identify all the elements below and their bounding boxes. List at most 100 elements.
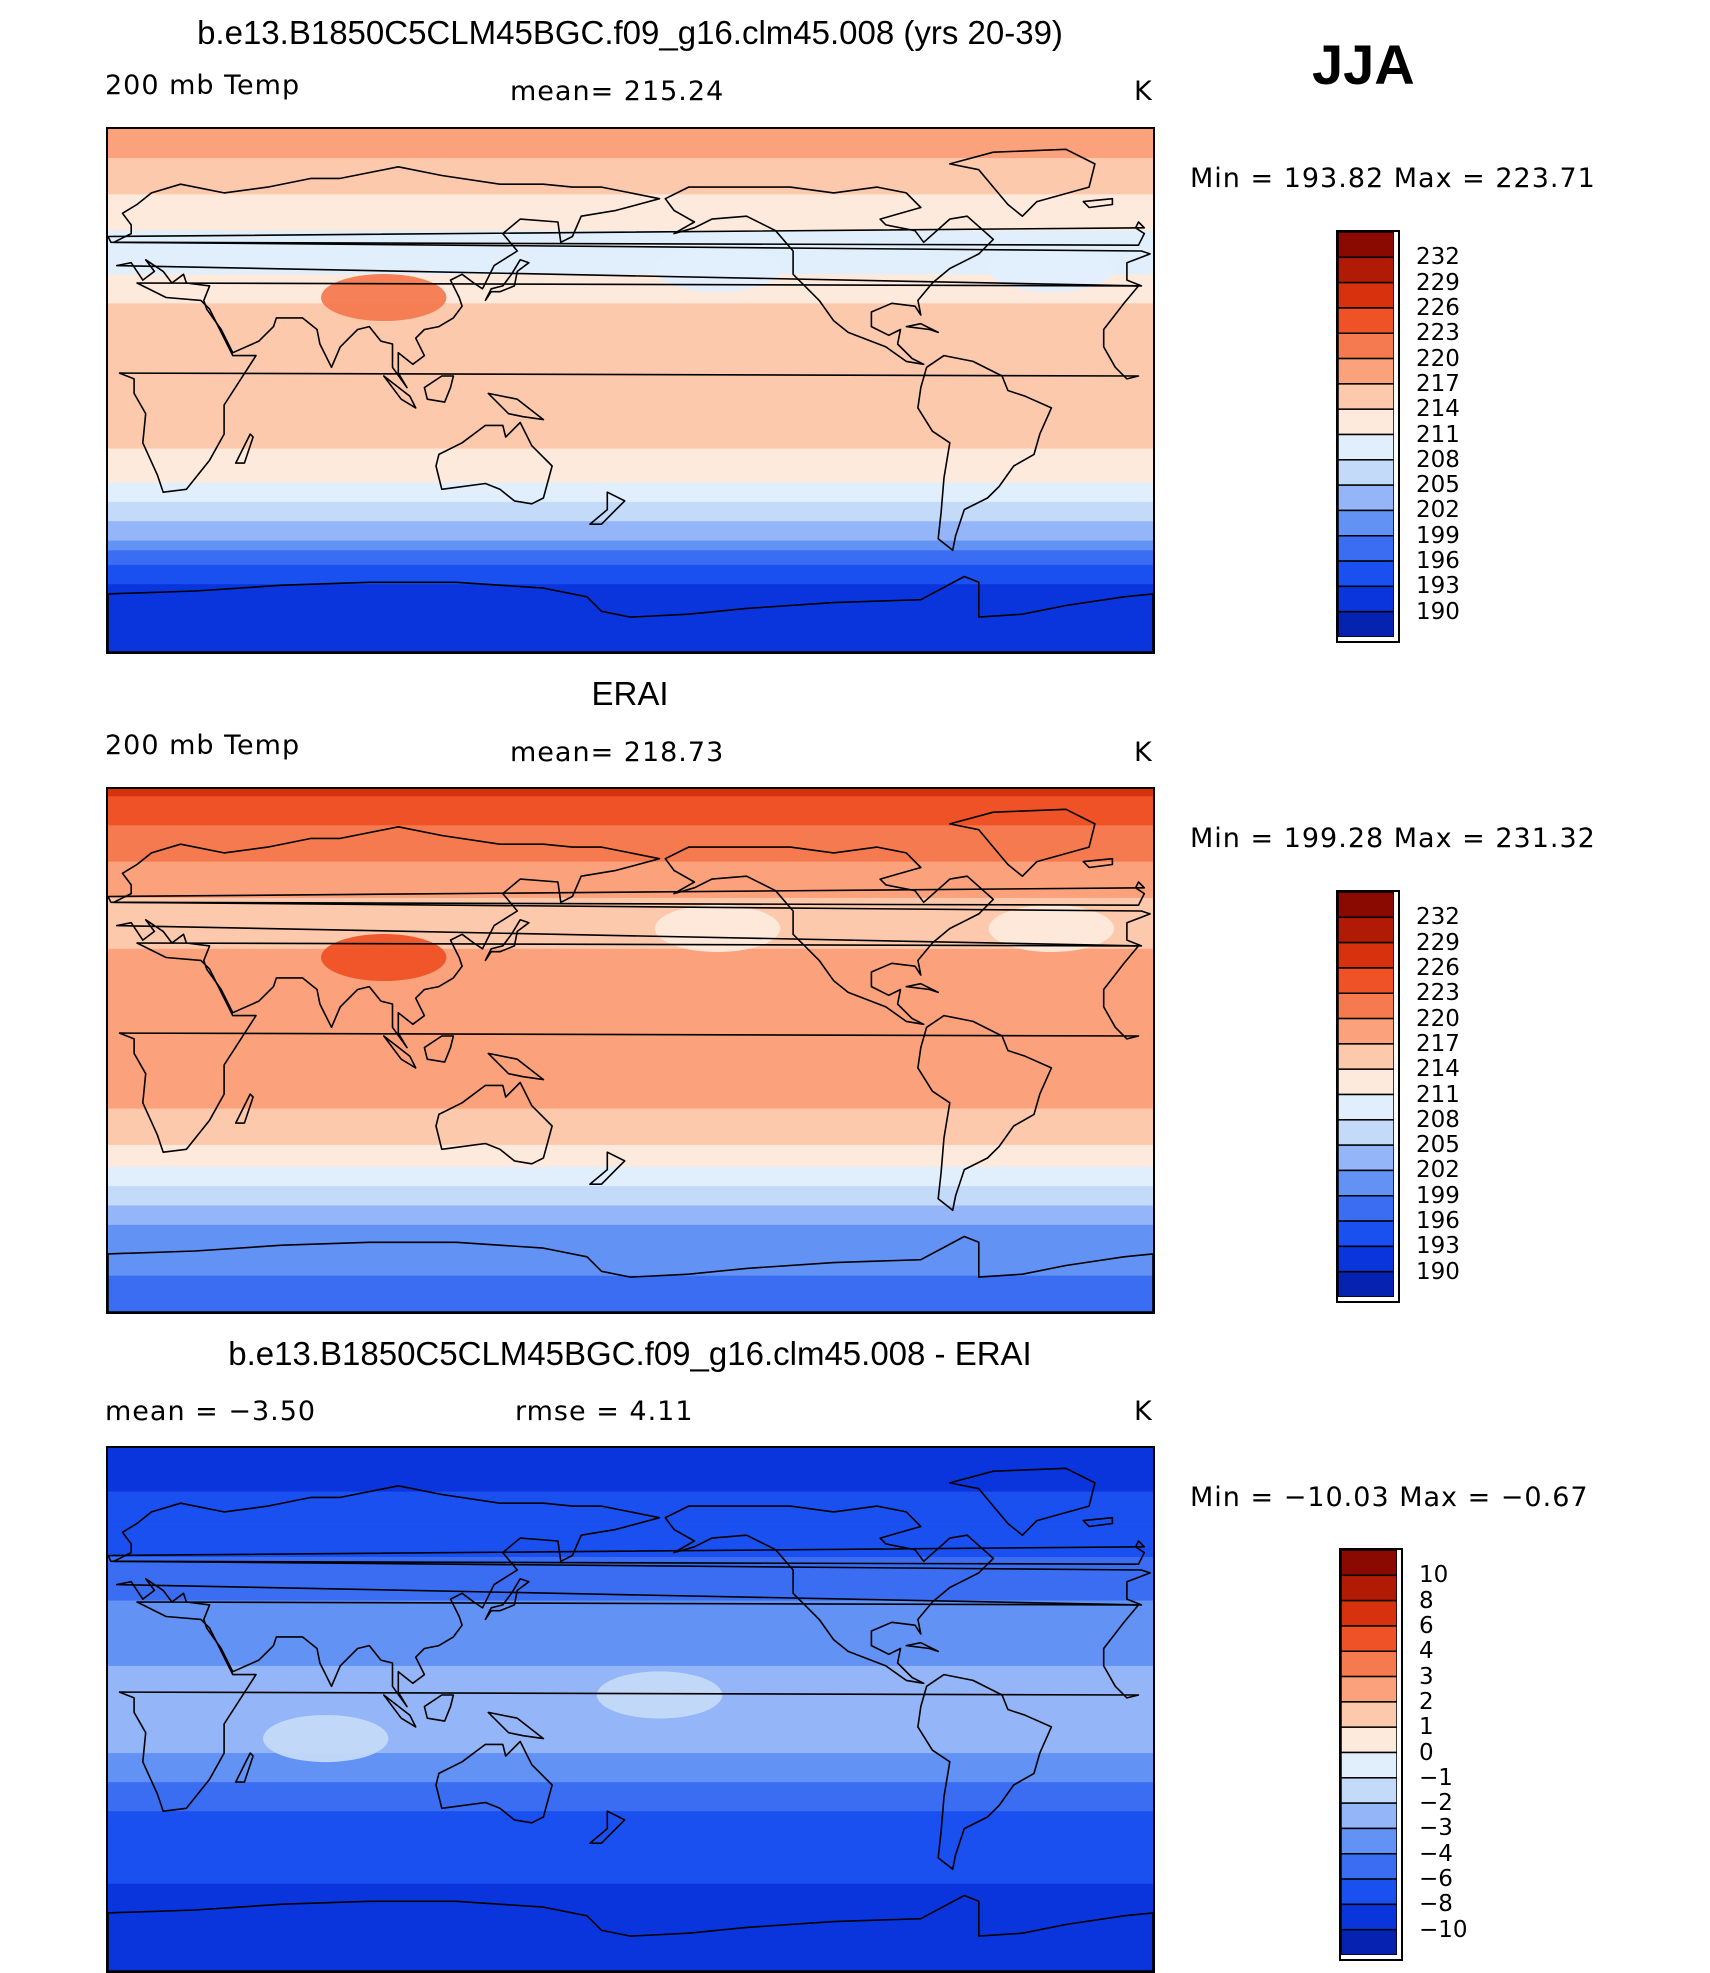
temperature-band (108, 223, 1153, 232)
colorbar-tick-label: 8 (1419, 1587, 1434, 1614)
temperature-band (108, 1210, 1153, 1217)
sumatra-outline (382, 375, 417, 409)
temperature-band (108, 1774, 1153, 1784)
temperature-band (108, 237, 1153, 247)
temperature-band (108, 832, 1153, 841)
north-america-outline (664, 1505, 995, 1685)
temperature-band (108, 230, 1153, 239)
colorbar-tick-label: 2 (1419, 1688, 1434, 1715)
colorbar-swatch (1338, 281, 1394, 309)
temperature-band (108, 789, 1153, 798)
zonal-bands (108, 789, 1153, 1312)
temperature-band (108, 1101, 1153, 1110)
temperature-band (108, 1644, 1153, 1653)
new-guinea-outline (487, 1711, 545, 1740)
temperature-band (108, 1035, 1153, 1045)
colorbar-swatch (1338, 1270, 1394, 1297)
temperature-band (108, 1173, 1153, 1183)
temperature-band (108, 516, 1153, 523)
colorbar-swatch (1338, 256, 1394, 284)
temperature-band (108, 1462, 1153, 1471)
temperature-band (108, 919, 1153, 929)
temperature-band (108, 1767, 1153, 1776)
temperature-band (108, 1014, 1153, 1023)
temperature-band (108, 426, 1153, 436)
colorbar-tick-label: 1 (1419, 1714, 1434, 1741)
temperature-band (108, 1137, 1153, 1146)
temperature-band (108, 934, 1153, 943)
temperature-band (108, 310, 1153, 319)
colorbar-tick-label: −1 (1419, 1764, 1453, 1791)
temperature-band (108, 288, 1153, 298)
temperature-band (108, 434, 1153, 443)
temperature-band (108, 1615, 1153, 1624)
temperature-band (108, 1166, 1153, 1175)
north-america-outline (664, 186, 995, 366)
colorbar-swatch (1338, 408, 1394, 436)
cuba-outline (905, 1641, 940, 1653)
temperature-band (108, 1869, 1153, 1878)
australia-outline (435, 1740, 553, 1824)
temperature-band (108, 375, 1153, 385)
temperature-band (108, 941, 1153, 950)
colorbar-tick-label: 4 (1419, 1638, 1434, 1665)
temperature-band (108, 1130, 1153, 1139)
temperature-band (108, 985, 1153, 994)
temperature-band (108, 492, 1153, 499)
colorbar-tick-label: 214 (1416, 396, 1460, 423)
temperature-band (108, 550, 1153, 557)
colorbar-swatch (1338, 1245, 1394, 1273)
colorbar-tick-label: 3 (1419, 1663, 1434, 1690)
temperature-band (108, 564, 1153, 571)
colorbar-swatch (1341, 1550, 1397, 1577)
temperature-band (108, 1578, 1153, 1588)
temperature-band (108, 977, 1153, 987)
colorbar-tick-label: 0 (1419, 1739, 1434, 1766)
temperature-band (108, 1506, 1153, 1515)
cuba-outline (905, 982, 940, 994)
temperature-band (108, 632, 1153, 644)
colorbar-swatch (1341, 1625, 1397, 1652)
temperature-band (108, 1927, 1153, 1943)
temperature-band (108, 1057, 1153, 1067)
temperature-band (108, 521, 1153, 528)
colorbar-swatch (1338, 992, 1394, 1020)
colorbar-swatch (1338, 892, 1394, 919)
colorbar-swatch (1341, 1777, 1397, 1804)
north-pacific-min-blob (654, 244, 781, 293)
africa-outline (118, 282, 1140, 494)
panel3-minmax: Min = −10.03 Max = −0.67 (1190, 1482, 1589, 1513)
colorbar-swatch (1341, 1928, 1397, 1955)
temperature-band (108, 1229, 1153, 1236)
temperature-band (108, 477, 1153, 484)
colorbar-swatch (1341, 1878, 1397, 1906)
panel3-map (106, 1446, 1155, 1973)
temperature-band (108, 876, 1153, 885)
coastlines (108, 1467, 1153, 1971)
north-america-outline (664, 846, 995, 1026)
temperature-band (108, 463, 1153, 472)
temperature-band (108, 1854, 1153, 1864)
temperature-band (108, 1527, 1153, 1537)
colorbar-tick-label: 193 (1416, 573, 1460, 600)
temperature-band (108, 589, 1153, 595)
colorbar-swatch (1338, 585, 1394, 613)
colorbar-tick-label: 199 (1416, 522, 1460, 549)
temperature-band (108, 245, 1153, 254)
colorbar-tick-label: 223 (1416, 320, 1460, 347)
colorbar-swatch (1338, 1195, 1394, 1222)
temperature-band (108, 346, 1153, 356)
temperature-band (108, 1043, 1153, 1052)
temperature-band (108, 1556, 1153, 1566)
africa-outline (118, 1601, 1140, 1813)
colorbar-swatch (1338, 560, 1394, 588)
north-atlantic-min-blob (988, 904, 1115, 953)
eurasia-outline (113, 1484, 1151, 1708)
temperature-band (108, 470, 1153, 479)
colorbar-tick-label: 217 (1416, 370, 1460, 397)
temperature-band (108, 956, 1153, 965)
feature-blobs (321, 904, 1115, 982)
new-guinea-outline (487, 392, 545, 421)
temperature-band (108, 1152, 1153, 1161)
colorbar-swatch (1341, 1802, 1397, 1830)
